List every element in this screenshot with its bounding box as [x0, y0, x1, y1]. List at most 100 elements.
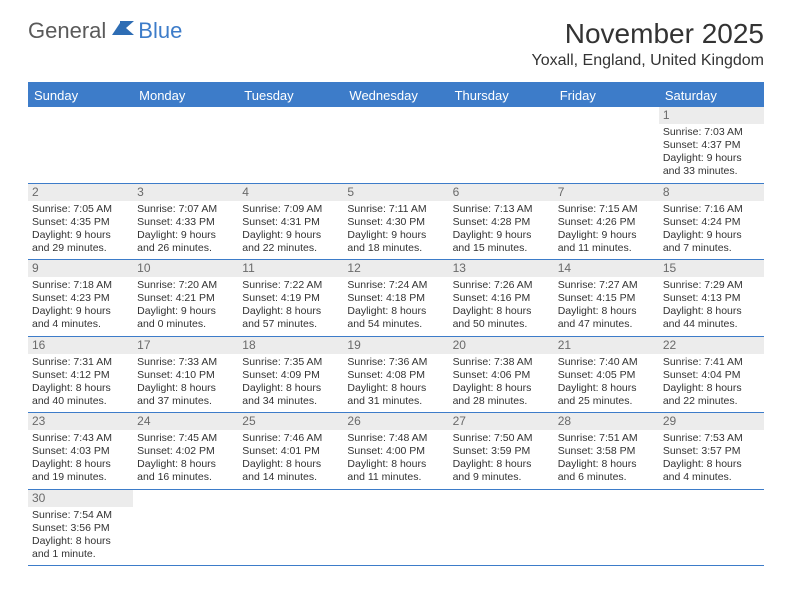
sunset-text: Sunset: 4:19 PM	[242, 292, 339, 305]
sunrise-text: Sunrise: 7:43 AM	[32, 432, 129, 445]
day-number: 24	[133, 413, 238, 430]
week-row: 1Sunrise: 7:03 AMSunset: 4:37 PMDaylight…	[28, 107, 764, 184]
sunrise-text: Sunrise: 7:40 AM	[558, 356, 655, 369]
week-row: 2Sunrise: 7:05 AMSunset: 4:35 PMDaylight…	[28, 184, 764, 261]
week-row: 23Sunrise: 7:43 AMSunset: 4:03 PMDayligh…	[28, 413, 764, 490]
sunrise-text: Sunrise: 7:09 AM	[242, 203, 339, 216]
day-cell: 22Sunrise: 7:41 AMSunset: 4:04 PMDayligh…	[659, 337, 764, 413]
daylight-text: Daylight: 9 hours and 26 minutes.	[137, 229, 234, 255]
empty-cell	[343, 107, 448, 183]
sunset-text: Sunset: 3:57 PM	[663, 445, 760, 458]
daylight-text: Daylight: 8 hours and 31 minutes.	[347, 382, 444, 408]
title-block: November 2025 Yoxall, England, United Ki…	[532, 18, 764, 70]
sunrise-text: Sunrise: 7:16 AM	[663, 203, 760, 216]
sunset-text: Sunset: 4:01 PM	[242, 445, 339, 458]
empty-cell	[659, 490, 764, 566]
sunrise-text: Sunrise: 7:54 AM	[32, 509, 129, 522]
day-cell: 9Sunrise: 7:18 AMSunset: 4:23 PMDaylight…	[28, 260, 133, 336]
day-cell: 28Sunrise: 7:51 AMSunset: 3:58 PMDayligh…	[554, 413, 659, 489]
day-cell: 27Sunrise: 7:50 AMSunset: 3:59 PMDayligh…	[449, 413, 554, 489]
day-cell: 23 Sunrise: 7:43 AMSunset: 4:03 PMDayligh…	[28, 413, 133, 489]
day-number: 19	[343, 337, 448, 354]
day-cell: 7Sunrise: 7:15 AMSunset: 4:26 PMDaylight…	[554, 184, 659, 260]
day-number: 13	[449, 260, 554, 277]
sunset-text: Sunset: 3:58 PM	[558, 445, 655, 458]
sunrise-text: Sunrise: 7:46 AM	[242, 432, 339, 445]
day-number: 23	[28, 413, 133, 430]
day-cell: 20Sunrise: 7:38 AMSunset: 4:06 PMDayligh…	[449, 337, 554, 413]
sunrise-text: Sunrise: 7:29 AM	[663, 279, 760, 292]
daylight-text: Daylight: 8 hours and 9 minutes.	[453, 458, 550, 484]
day-cell: 8Sunrise: 7:16 AMSunset: 4:24 PMDaylight…	[659, 184, 764, 260]
sunset-text: Sunset: 4:06 PM	[453, 369, 550, 382]
empty-cell	[554, 107, 659, 183]
day-number: 5	[343, 184, 448, 201]
sunset-text: Sunset: 4:02 PM	[137, 445, 234, 458]
sunrise-text: Sunrise: 7:48 AM	[347, 432, 444, 445]
day-cell: 5Sunrise: 7:11 AMSunset: 4:30 PMDaylight…	[343, 184, 448, 260]
daylight-text: Daylight: 9 hours and 15 minutes.	[453, 229, 550, 255]
day-cell: 11Sunrise: 7:22 AMSunset: 4:19 PMDayligh…	[238, 260, 343, 336]
daylight-text: Daylight: 8 hours and 11 minutes.	[347, 458, 444, 484]
day-header-row: SundayMondayTuesdayWednesdayThursdayFrid…	[28, 84, 764, 107]
day-cell: 16Sunrise: 7:31 AMSunset: 4:12 PMDayligh…	[28, 337, 133, 413]
day-header-cell: Tuesday	[238, 84, 343, 107]
daylight-text: Daylight: 8 hours and 6 minutes.	[558, 458, 655, 484]
daylight-text: Daylight: 9 hours and 0 minutes.	[137, 305, 234, 331]
sunrise-text: Sunrise: 7:50 AM	[453, 432, 550, 445]
day-cell: 29Sunrise: 7:53 AMSunset: 3:57 PMDayligh…	[659, 413, 764, 489]
day-header-cell: Monday	[133, 84, 238, 107]
sunrise-text: Sunrise: 7:13 AM	[453, 203, 550, 216]
day-number: 9	[28, 260, 133, 277]
day-number: 15	[659, 260, 764, 277]
day-number: 4	[238, 184, 343, 201]
empty-cell	[133, 490, 238, 566]
day-number: 21	[554, 337, 659, 354]
daylight-text: Daylight: 8 hours and 1 minute.	[32, 535, 129, 561]
day-cell: 2Sunrise: 7:05 AMSunset: 4:35 PMDaylight…	[28, 184, 133, 260]
sunset-text: Sunset: 4:31 PM	[242, 216, 339, 229]
day-cell: 6Sunrise: 7:13 AMSunset: 4:28 PMDaylight…	[449, 184, 554, 260]
sunset-text: Sunset: 4:00 PM	[347, 445, 444, 458]
sunset-text: Sunset: 4:03 PM	[32, 445, 129, 458]
daylight-text: Daylight: 8 hours and 47 minutes.	[558, 305, 655, 331]
day-number: 3	[133, 184, 238, 201]
day-number: 20	[449, 337, 554, 354]
daylight-text: Daylight: 8 hours and 34 minutes.	[242, 382, 339, 408]
sunrise-text: Sunrise: 7:18 AM	[32, 279, 129, 292]
empty-cell	[133, 107, 238, 183]
daylight-text: Daylight: 8 hours and 19 minutes.	[32, 458, 129, 484]
day-cell: 14Sunrise: 7:27 AMSunset: 4:15 PMDayligh…	[554, 260, 659, 336]
sunrise-text: Sunrise: 7:53 AM	[663, 432, 760, 445]
daylight-text: Daylight: 8 hours and 4 minutes.	[663, 458, 760, 484]
day-cell: 15Sunrise: 7:29 AMSunset: 4:13 PMDayligh…	[659, 260, 764, 336]
sunset-text: Sunset: 4:08 PM	[347, 369, 444, 382]
daylight-text: Daylight: 9 hours and 29 minutes.	[32, 229, 129, 255]
sunset-text: Sunset: 4:12 PM	[32, 369, 129, 382]
empty-cell	[28, 107, 133, 183]
daylight-text: Daylight: 9 hours and 33 minutes.	[663, 152, 760, 178]
sunset-text: Sunset: 4:35 PM	[32, 216, 129, 229]
day-header-cell: Thursday	[449, 84, 554, 107]
flag-icon	[110, 19, 136, 44]
sunrise-text: Sunrise: 7:26 AM	[453, 279, 550, 292]
sunrise-text: Sunrise: 7:36 AM	[347, 356, 444, 369]
sunset-text: Sunset: 4:26 PM	[558, 216, 655, 229]
day-number: 8	[659, 184, 764, 201]
sunrise-text: Sunrise: 7:22 AM	[242, 279, 339, 292]
daylight-text: Daylight: 8 hours and 25 minutes.	[558, 382, 655, 408]
daylight-text: Daylight: 8 hours and 40 minutes.	[32, 382, 129, 408]
daylight-text: Daylight: 8 hours and 44 minutes.	[663, 305, 760, 331]
day-cell: 18Sunrise: 7:35 AMSunset: 4:09 PMDayligh…	[238, 337, 343, 413]
daylight-text: Daylight: 8 hours and 22 minutes.	[663, 382, 760, 408]
week-row: 9 Sunrise: 7:18 AMSunset: 4:23 PM Daylight…	[28, 260, 764, 337]
sunset-text: Sunset: 4:23 PM	[32, 292, 129, 305]
sunset-text: Sunset: 4:30 PM	[347, 216, 444, 229]
day-number: 26	[343, 413, 448, 430]
empty-cell	[343, 490, 448, 566]
sunrise-text: Sunrise: 7:33 AM	[137, 356, 234, 369]
day-number: 10	[133, 260, 238, 277]
sunset-text: Sunset: 4:18 PM	[347, 292, 444, 305]
day-cell: 12Sunrise: 7:24 AMSunset: 4:18 PMDayligh…	[343, 260, 448, 336]
sunset-text: Sunset: 4:28 PM	[453, 216, 550, 229]
